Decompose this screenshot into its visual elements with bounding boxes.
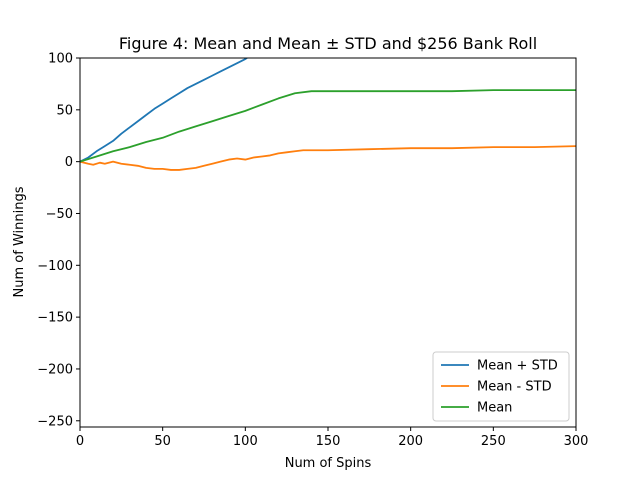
y-tick-label: 50 [56, 103, 73, 118]
legend: Mean + STD Mean - STD Mean [432, 351, 570, 422]
x-tick-label: 0 [76, 434, 84, 449]
legend-label: Mean + STD [477, 359, 558, 374]
x-tick-label: 50 [154, 434, 171, 449]
series-line-1 [80, 145, 576, 171]
x-tick-label: 250 [481, 434, 506, 449]
y-tick-label: −200 [37, 362, 73, 377]
y-tick-label: −100 [37, 259, 73, 274]
y-tick-label: 0 [65, 155, 73, 170]
series-line-2 [80, 89, 576, 163]
legend-box [432, 351, 570, 422]
x-tick-label: 300 [564, 434, 589, 449]
legend-label: Mean [477, 401, 512, 416]
y-tick-label: −50 [46, 207, 73, 222]
series-line-0 [80, 58, 248, 163]
x-tick-label: 150 [316, 434, 341, 449]
chart-title: Figure 4: Mean and Mean ± STD and $256 B… [119, 34, 537, 53]
x-axis-label: Num of Spins [285, 456, 372, 471]
x-tick-label: 200 [398, 434, 423, 449]
x-tick-label: 100 [233, 434, 258, 449]
y-tick-label: 100 [48, 52, 73, 67]
y-tick-label: −250 [37, 414, 73, 429]
y-axis-label: Num of Winnings [12, 186, 27, 297]
legend-label: Mean - STD [477, 380, 552, 395]
y-tick-label: −150 [37, 311, 73, 326]
